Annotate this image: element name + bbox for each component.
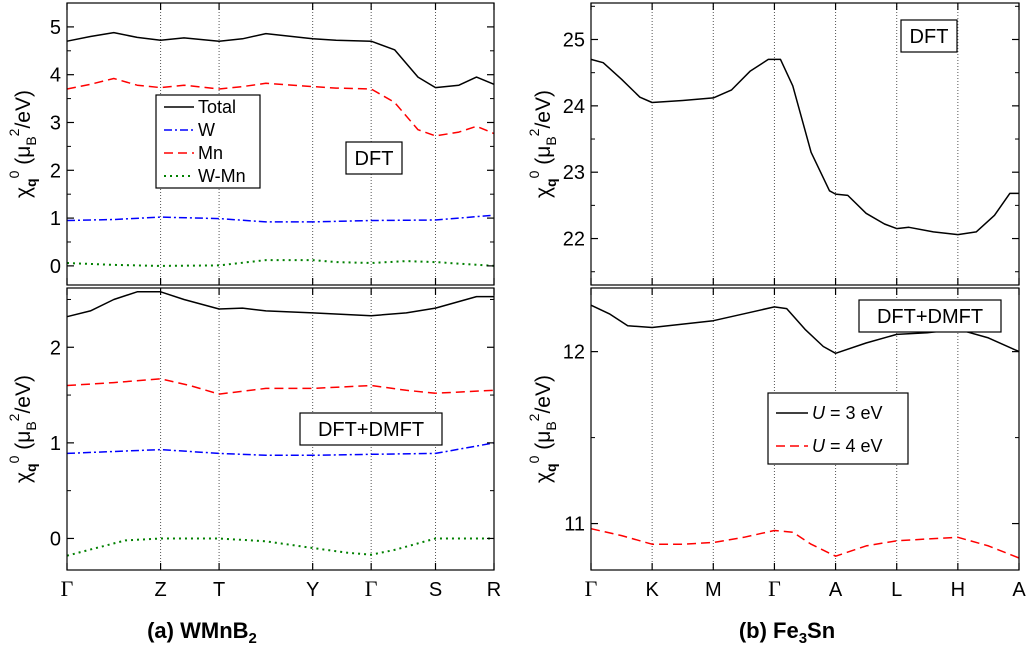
series-line-mn — [66, 77, 495, 137]
x-tick-label: K — [645, 579, 659, 601]
legend-u3-var: U — [812, 403, 826, 423]
legend-label-w: W — [198, 120, 215, 140]
method-label: DFT — [910, 26, 949, 48]
y-tick-label: 24 — [563, 96, 585, 118]
caption-b-prefix: (b) Fe — [739, 618, 799, 643]
caption-a-sub: 2 — [249, 630, 257, 647]
series-line-mn — [66, 378, 495, 395]
plot-frame — [590, 287, 1020, 571]
y-tick-label: 4 — [50, 65, 61, 87]
series-line-w-mn — [66, 259, 495, 267]
legend-b-bottom: U = 3 eV U = 4 eV — [767, 392, 909, 465]
method-label: DFT+DMFT — [318, 419, 424, 441]
y-tick-label: 0 — [50, 528, 61, 550]
y-tick-label: 3 — [50, 112, 61, 134]
x-tick-label: S — [429, 579, 442, 601]
y-tick-label: 22 — [563, 229, 585, 251]
x-tick-label: M — [705, 579, 722, 601]
x-tick-label: H — [951, 579, 965, 601]
panel-b-bottom: 11 12 Γ K M Γ A L H A DFT+DMFT χq0 (μB2/eV) — [526, 287, 1026, 601]
method-label: DFT+DMFT — [877, 306, 983, 328]
legend-label-w-mn: W-Mn — [198, 166, 246, 186]
y-tick-label: 2 — [50, 160, 61, 182]
y-tick-label: 23 — [563, 162, 585, 184]
x-tick-label: L — [891, 579, 902, 601]
caption-a: (a) WMnB2 — [147, 618, 257, 647]
method-label: DFT — [355, 148, 394, 170]
x-tick-label: A — [1012, 579, 1026, 601]
y-axis-label: χq0 (μB2/eV) — [526, 375, 559, 483]
legend-label-u3: U = 3 eV — [812, 403, 883, 423]
caption-a-prefix: (a) WMnB — [147, 618, 248, 643]
caption-b-sub: 3 — [799, 630, 807, 647]
caption-b-suffix: Sn — [807, 618, 835, 643]
y-axis-label: χq0 (μB2/eV) — [6, 375, 39, 483]
panel-b-top: 22 23 24 25 DFT χq0 (μB2/eV) — [526, 2, 1020, 286]
x-tick-label: Γ — [365, 576, 378, 601]
method-label-box — [858, 299, 1002, 333]
y-axis-label: χq0 (μB2/eV) — [6, 90, 39, 198]
series-line-total — [66, 291, 494, 318]
legend-label-mn: Mn — [198, 143, 223, 163]
caption-b: (b) Fe3Sn — [739, 618, 835, 647]
y-tick-label: 1 — [50, 433, 61, 455]
x-tick-label: Z — [154, 579, 166, 601]
legend-u4-var: U — [812, 436, 826, 456]
x-tick-label: T — [213, 579, 225, 601]
y-tick-label: 11 — [564, 514, 585, 536]
y-tick-label: 1 — [50, 208, 61, 230]
x-tick-label: Y — [306, 579, 319, 601]
panel-a-top: 0 1 2 3 4 5 DFT χq0 (μB2/eV) — [6, 2, 495, 286]
plot-frame — [590, 2, 1020, 286]
method-label-box — [900, 19, 958, 53]
x-tick-label: Γ — [61, 576, 74, 601]
x-tick-label: Γ — [768, 576, 781, 601]
legend-label-total: Total — [198, 97, 236, 117]
series-line-total — [66, 31, 495, 89]
legend-u4-rest: = 4 eV — [825, 436, 883, 456]
panel-a-bottom: 0 1 2 Γ Z T Y Γ S R DFT+DMFT χq0 (μB2/eV) — [6, 287, 501, 601]
series-line-w-mn — [66, 537, 494, 557]
method-label-box — [345, 141, 403, 175]
y-axis-label: χq0 (μB2/eV) — [526, 90, 559, 198]
plot-frame — [66, 287, 495, 571]
series-line-w — [66, 214, 495, 223]
x-tick-label: R — [487, 579, 501, 601]
y-tick-label: 12 — [563, 342, 585, 364]
y-tick-label: 5 — [50, 17, 61, 39]
x-tick-label: A — [829, 579, 843, 601]
series-line-u-4-ev — [590, 527, 1020, 559]
legend-label-u4: U = 4 eV — [812, 436, 883, 456]
y-tick-label: 2 — [50, 337, 61, 359]
method-label-box — [299, 412, 443, 446]
series-line-w — [66, 442, 495, 457]
series-line-dft — [590, 58, 1019, 236]
legend-a-top: Total W Mn W-Mn — [155, 94, 261, 189]
legend-u3-rest: = 3 eV — [825, 403, 883, 423]
x-tick-label: Γ — [585, 576, 598, 601]
plot-frame — [66, 2, 495, 286]
y-tick-label: 25 — [563, 29, 585, 51]
y-tick-label: 0 — [50, 256, 61, 278]
